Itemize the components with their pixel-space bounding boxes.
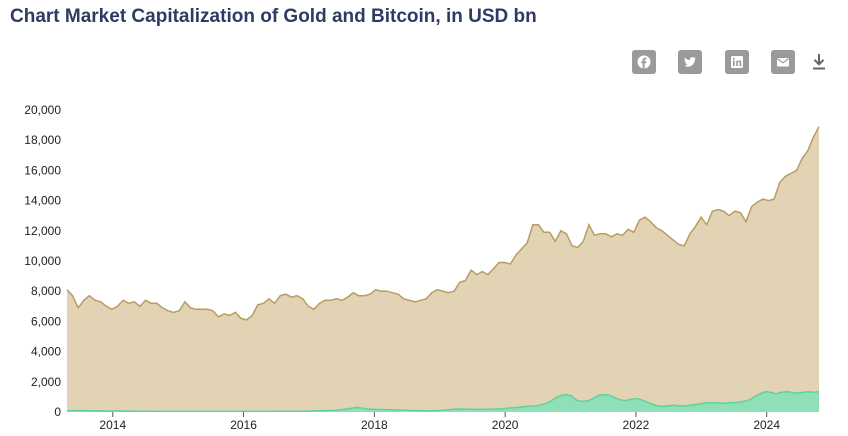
y-tick-label: 18,000: [24, 133, 61, 147]
facebook-share-button[interactable]: [632, 50, 656, 74]
x-tick-label: 2024: [753, 418, 780, 432]
y-tick-label: 4,000: [31, 345, 61, 359]
y-tick-label: 10,000: [24, 254, 61, 268]
email-share-button[interactable]: [771, 50, 795, 74]
y-tick-label: 12,000: [24, 224, 61, 238]
x-tick-label: 2020: [492, 418, 519, 432]
bitcoin-series-area: [67, 391, 819, 412]
x-tick-label: 2022: [623, 418, 650, 432]
plot-area: [66, 126, 820, 413]
y-tick-label: 0: [54, 405, 61, 419]
y-axis: 0 2,000 4,000 6,000 8,000 10,000 12,000 14,000 1…: [24, 103, 61, 419]
y-tick-label: 6,000: [31, 314, 61, 328]
x-axis: 2014 2016 2018 2020 2022 2024: [99, 412, 780, 432]
twitter-share-button[interactable]: [678, 50, 702, 74]
facebook-icon: [637, 55, 651, 69]
gold-series-area: [67, 126, 819, 412]
linkedin-icon: [731, 56, 743, 68]
y-tick-label: 20,000: [24, 103, 61, 117]
chart-title: Chart Market Capitalization of Gold and …: [10, 6, 537, 27]
twitter-icon: [684, 57, 696, 67]
y-tick-label: 16,000: [24, 163, 61, 177]
x-tick-label: 2018: [361, 418, 388, 432]
gold-series-line: [66, 126, 820, 321]
y-tick-label: 2,000: [31, 375, 61, 389]
email-icon: [777, 58, 789, 67]
x-tick-label: 2016: [230, 418, 257, 432]
y-tick-label: 8,000: [31, 284, 61, 298]
y-tick-label: 14,000: [24, 194, 61, 208]
x-tick-label: 2014: [99, 418, 126, 432]
bitcoin-series-line: [66, 390, 820, 413]
download-icon[interactable]: [811, 53, 827, 71]
linkedin-share-button[interactable]: [725, 50, 749, 74]
